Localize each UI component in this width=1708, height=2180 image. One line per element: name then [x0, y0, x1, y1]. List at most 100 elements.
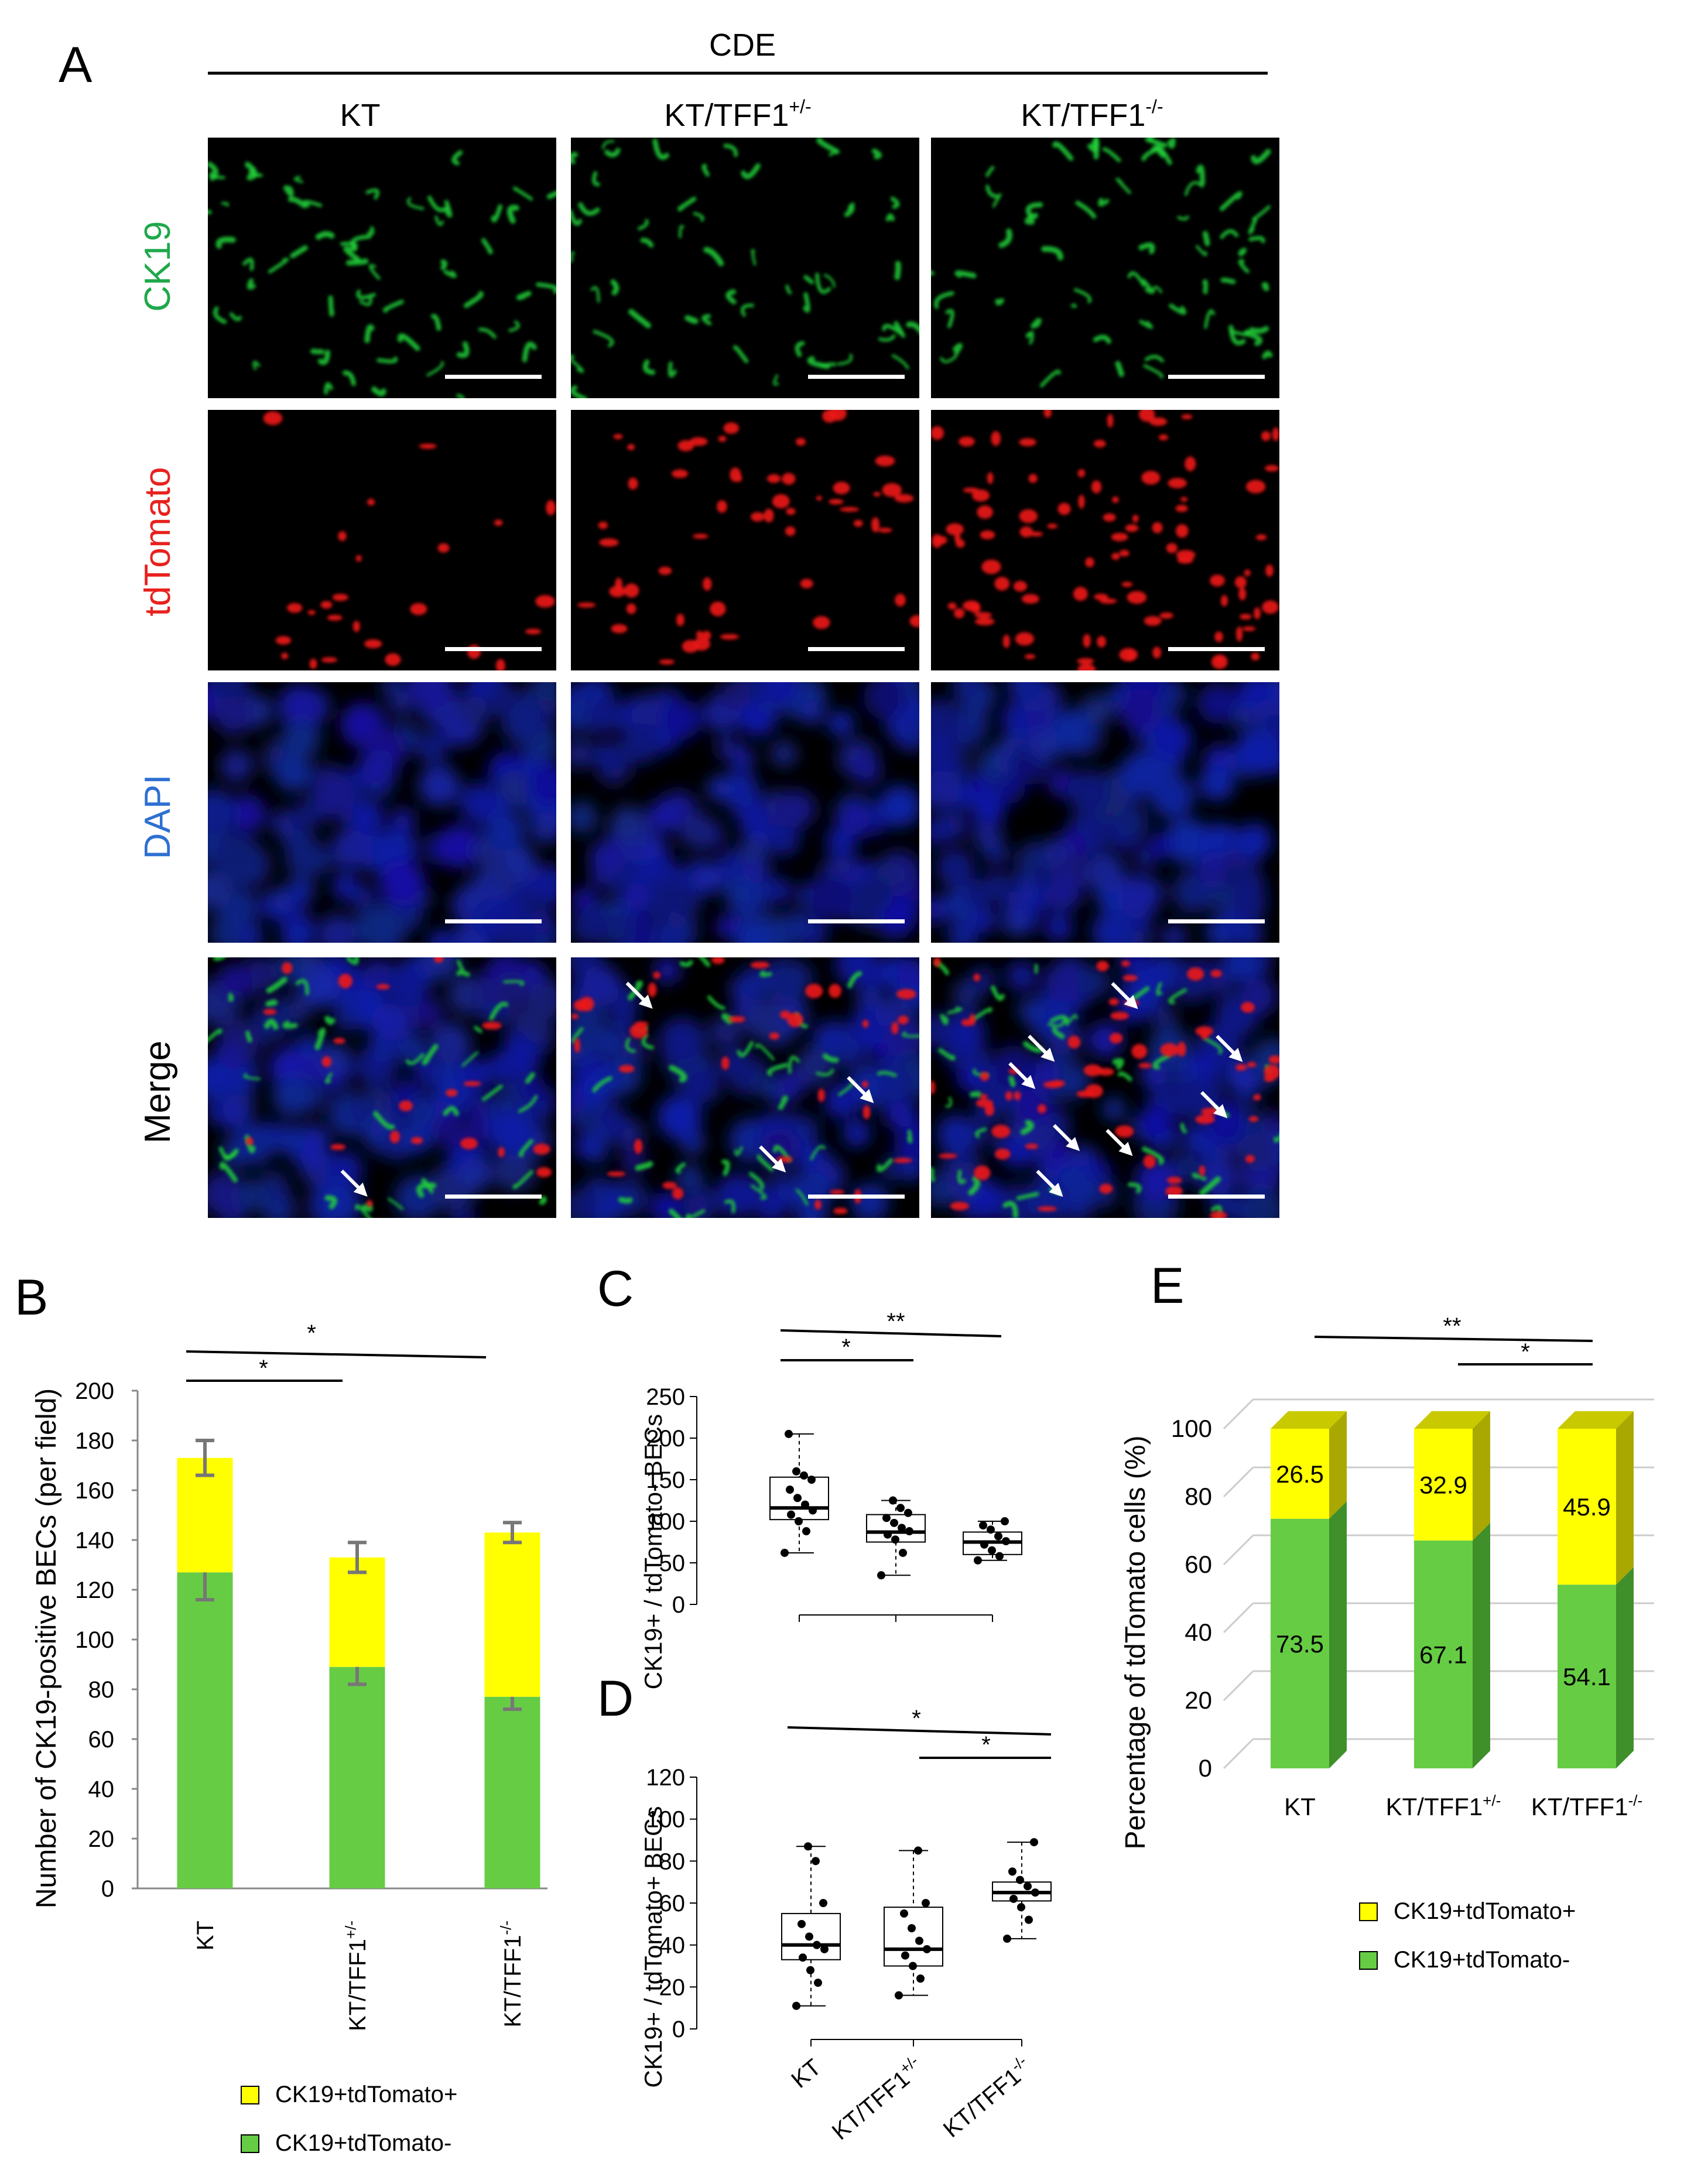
tdtomato-cell	[1019, 526, 1033, 538]
ck19-duct	[219, 1162, 238, 1183]
sig-star-b-1: *	[259, 1356, 268, 1381]
legend-e-swatch-yellow	[1359, 1902, 1378, 1921]
ck19-duct	[516, 290, 532, 300]
chartD-point	[1030, 1838, 1038, 1847]
tdtomato-cell	[720, 634, 740, 640]
ck19-duct	[1261, 282, 1269, 292]
ck19-duct	[1177, 215, 1189, 221]
chart-e-y-tick-label: 80	[1185, 1483, 1212, 1510]
tdtomato-cell	[662, 1182, 677, 1189]
chart-e-bar-front	[1414, 1540, 1473, 1768]
tdtomato-cell	[1109, 1032, 1123, 1044]
tdtomato-cell	[991, 431, 1001, 446]
nucleus	[1237, 823, 1272, 858]
merge-arrow	[1216, 1035, 1243, 1062]
ck19-duct	[668, 361, 677, 378]
ck19-duct	[364, 324, 375, 343]
sig-star-c-2: **	[886, 1309, 905, 1334]
nucleus	[948, 1015, 986, 1053]
nucleus	[274, 1124, 306, 1156]
tdtomato-cell	[977, 505, 993, 519]
tdtomato-cell	[984, 1103, 994, 1116]
chartC-point	[995, 1552, 1004, 1560]
nucleus	[936, 1114, 976, 1154]
tdtomato-signal	[931, 957, 1279, 1218]
ck19-duct	[355, 1204, 371, 1218]
scale-bar	[445, 647, 542, 651]
tdtomato-cell	[817, 1088, 825, 1102]
micrograph-signal	[208, 957, 556, 1218]
sig-line-e-1	[1314, 1336, 1593, 1342]
chart-e-y-tick-label: 20	[1185, 1686, 1212, 1714]
chart-b-category-label: KT/TFF1-/-	[497, 1921, 526, 2027]
ck19-duct	[571, 152, 578, 165]
nucleus	[744, 1000, 785, 1042]
chart-c: 0 50 100 150 200 250	[646, 1384, 1022, 1622]
ck19-duct	[512, 1170, 533, 1189]
arrow-head	[1049, 1182, 1063, 1197]
ck19-signal	[571, 138, 919, 398]
nucleus	[571, 738, 594, 769]
tdtomato-cell	[693, 637, 710, 651]
chartD-point	[814, 1979, 822, 1987]
nucleus	[730, 747, 754, 771]
chart-b-bar-segment	[484, 1696, 540, 1888]
ck19-duct	[223, 1148, 239, 1161]
ck19-duct	[985, 166, 995, 177]
chartC-point	[795, 1517, 803, 1525]
micrograph-dapi-3	[931, 682, 1279, 943]
scale-bar	[1168, 1195, 1265, 1199]
ck19-duct	[571, 209, 583, 226]
chartD-point	[813, 1941, 821, 1949]
tdtomato-cell	[1268, 1055, 1279, 1064]
tdtomato-cell	[1264, 1065, 1279, 1080]
tdtomato-cell	[1159, 612, 1173, 619]
chartC-point	[785, 1429, 793, 1438]
nucleus	[894, 1125, 919, 1165]
legend-b-swatch-yellow	[241, 2086, 259, 2104]
ck19-duct	[427, 195, 449, 213]
chartC-point	[786, 1486, 794, 1494]
ck19-duct	[1238, 248, 1247, 256]
chartC-point	[974, 1556, 982, 1565]
panel-b: B Number of CK19-positive BECs (per fiel…	[15, 1269, 547, 2156]
ck19-duct	[1052, 141, 1074, 161]
ck19-duct	[367, 226, 375, 236]
tdtomato-cell	[1261, 431, 1271, 442]
micrograph-tdtomato-2	[571, 410, 919, 670]
tdtomato-cell	[772, 494, 790, 509]
ck19-duct	[461, 1051, 479, 1067]
merge-arrow	[1008, 1062, 1036, 1089]
tdtomato-cell	[1245, 480, 1266, 494]
nucleus	[457, 695, 490, 728]
tdtomato-cell	[1214, 631, 1223, 642]
ck19-duct	[675, 1162, 686, 1174]
ck19-duct	[878, 334, 896, 342]
nucleus	[775, 1069, 806, 1100]
tdtomato-cell	[653, 971, 660, 979]
merge-arrow	[1053, 1124, 1080, 1151]
chart-b-y-tick-label: 60	[88, 1727, 115, 1753]
chartD-point	[812, 1857, 820, 1866]
nuclear-stain	[208, 957, 556, 1218]
chart-e-data-label: 45.9	[1563, 1493, 1611, 1521]
tdtomato-cell	[634, 1139, 643, 1154]
ck19-duct	[668, 1209, 682, 1218]
ck19-duct	[1075, 200, 1097, 219]
ck19-duct	[971, 1007, 992, 1022]
legend-b-label-green: CK19+tdTomato-	[275, 2130, 451, 2156]
nucleus	[931, 702, 963, 740]
chart-e-gridline	[1223, 1602, 1254, 1634]
ck19-duct	[643, 359, 656, 375]
arrow-shaft	[847, 1076, 867, 1097]
tdtomato-cell	[1002, 634, 1010, 648]
tdtomato-cell	[730, 467, 741, 482]
chartD-point	[797, 1919, 806, 1928]
tdtomato-cell	[1265, 564, 1274, 577]
nucleus	[430, 1115, 461, 1146]
chart-e-gridline	[1223, 1398, 1254, 1430]
nucleus	[267, 888, 292, 913]
ck19-duct	[376, 357, 398, 364]
ck19-duct	[733, 345, 749, 364]
ck19-duct	[947, 1007, 963, 1015]
